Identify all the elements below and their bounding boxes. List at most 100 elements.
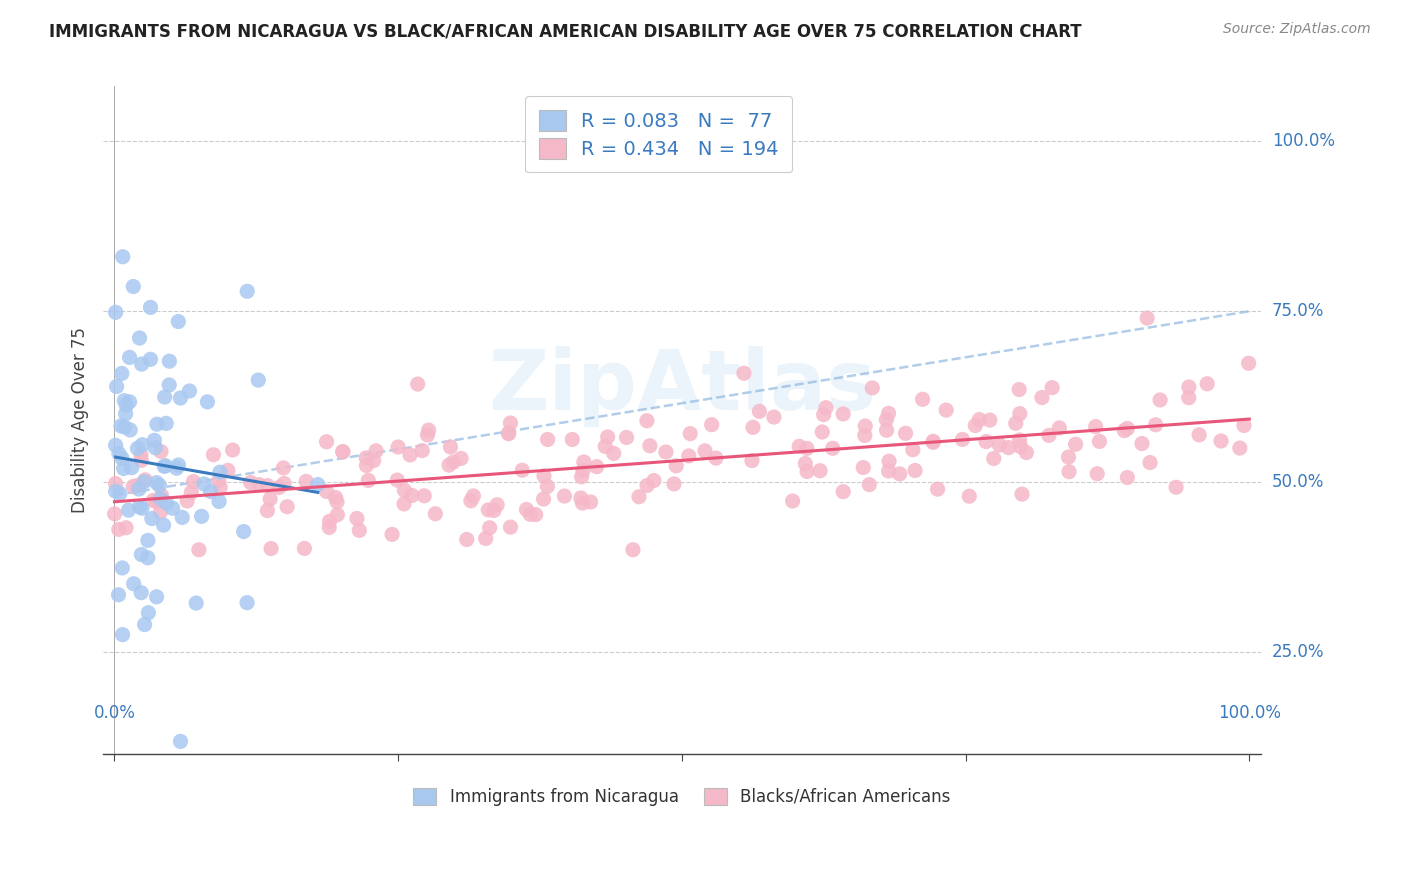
Text: 50.0%: 50.0% bbox=[1272, 473, 1324, 491]
Point bbox=[208, 465, 231, 479]
Point bbox=[965, 418, 987, 433]
Point bbox=[134, 475, 156, 489]
Point bbox=[149, 491, 172, 506]
Point bbox=[114, 420, 136, 434]
Point bbox=[143, 434, 166, 448]
Point bbox=[392, 497, 415, 511]
Point bbox=[456, 533, 478, 547]
Point bbox=[1008, 383, 1031, 397]
Point bbox=[406, 377, 429, 392]
Point bbox=[145, 494, 167, 508]
Point bbox=[1047, 421, 1070, 435]
Point bbox=[295, 475, 318, 489]
Point bbox=[128, 482, 150, 496]
Point bbox=[602, 446, 624, 460]
Point bbox=[105, 379, 128, 393]
Point bbox=[704, 451, 727, 466]
Point bbox=[1085, 467, 1108, 481]
Point bbox=[1177, 391, 1199, 405]
Point bbox=[267, 481, 290, 495]
Point bbox=[157, 354, 180, 368]
Point bbox=[524, 508, 547, 522]
Point bbox=[853, 428, 876, 442]
Point bbox=[349, 524, 371, 538]
Point bbox=[894, 426, 917, 441]
Point bbox=[875, 413, 897, 427]
Point bbox=[232, 524, 254, 539]
Point bbox=[104, 484, 127, 499]
Point bbox=[821, 442, 844, 456]
Text: 100.0%: 100.0% bbox=[1272, 132, 1334, 150]
Point bbox=[1040, 381, 1063, 395]
Point bbox=[131, 548, 153, 562]
Point bbox=[153, 459, 176, 474]
Point bbox=[796, 442, 818, 456]
Point bbox=[572, 455, 595, 469]
Point bbox=[1011, 487, 1033, 501]
Point bbox=[997, 441, 1019, 455]
Point bbox=[180, 485, 202, 500]
Point bbox=[111, 561, 134, 575]
Point bbox=[437, 458, 460, 472]
Point bbox=[111, 250, 134, 264]
Point bbox=[425, 507, 447, 521]
Point bbox=[394, 483, 416, 498]
Point bbox=[441, 455, 464, 469]
Point bbox=[482, 503, 505, 517]
Point bbox=[129, 448, 152, 462]
Point bbox=[209, 480, 232, 494]
Point bbox=[326, 508, 349, 522]
Point bbox=[762, 410, 785, 425]
Point bbox=[794, 457, 817, 471]
Point bbox=[294, 541, 316, 556]
Point bbox=[1197, 376, 1219, 391]
Point bbox=[150, 489, 173, 503]
Point bbox=[1209, 434, 1232, 448]
Point bbox=[179, 384, 201, 398]
Point bbox=[665, 458, 688, 473]
Point bbox=[1144, 417, 1167, 432]
Point bbox=[636, 414, 658, 428]
Point bbox=[1004, 417, 1026, 431]
Point bbox=[108, 522, 131, 536]
Point bbox=[112, 461, 135, 475]
Point bbox=[149, 505, 172, 519]
Point bbox=[678, 449, 700, 463]
Point bbox=[122, 479, 145, 493]
Point bbox=[318, 520, 340, 534]
Point bbox=[510, 463, 533, 477]
Point bbox=[208, 494, 231, 508]
Point bbox=[1130, 436, 1153, 450]
Point bbox=[318, 514, 340, 528]
Point bbox=[155, 458, 177, 473]
Point bbox=[399, 448, 422, 462]
Point bbox=[969, 412, 991, 426]
Point bbox=[463, 489, 485, 503]
Point bbox=[122, 576, 145, 591]
Point bbox=[131, 357, 153, 371]
Point bbox=[957, 489, 980, 503]
Point bbox=[498, 426, 520, 441]
Point bbox=[239, 475, 262, 490]
Point bbox=[381, 527, 404, 541]
Point bbox=[131, 453, 153, 467]
Point bbox=[922, 434, 945, 449]
Point bbox=[111, 627, 134, 641]
Point bbox=[104, 507, 127, 521]
Point bbox=[326, 495, 349, 509]
Point bbox=[128, 331, 150, 345]
Point bbox=[904, 463, 927, 477]
Point bbox=[247, 373, 270, 387]
Point bbox=[110, 418, 132, 433]
Point bbox=[273, 476, 295, 491]
Point bbox=[357, 474, 380, 488]
Text: Source: ZipAtlas.com: Source: ZipAtlas.com bbox=[1223, 22, 1371, 37]
Point bbox=[172, 510, 194, 524]
Point bbox=[811, 425, 834, 439]
Point bbox=[988, 438, 1011, 452]
Point bbox=[974, 434, 997, 449]
Point bbox=[139, 352, 162, 367]
Point bbox=[136, 606, 159, 620]
Point bbox=[922, 435, 945, 450]
Point bbox=[796, 465, 818, 479]
